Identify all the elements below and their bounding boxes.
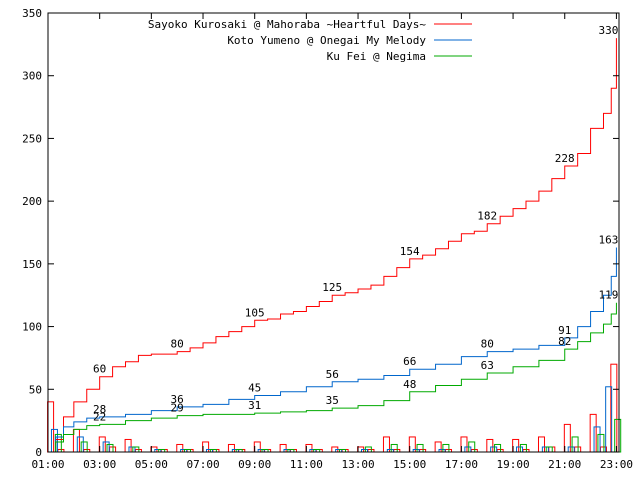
x-tick-label: 09:00: [238, 458, 271, 471]
data-label: 36: [171, 393, 184, 406]
lines-layer: [48, 38, 617, 453]
data-label: 182: [477, 210, 497, 223]
plot-frame: [47, 12, 620, 453]
bar: [541, 446, 549, 453]
bar: [486, 438, 494, 453]
y-tick-label: 50: [29, 383, 42, 396]
bar: [176, 443, 184, 453]
data-label: 45: [248, 382, 261, 395]
data-label: 48: [403, 378, 416, 391]
data-label: 31: [248, 399, 261, 412]
data-label: 105: [245, 306, 265, 319]
x-tick-label: 17:00: [445, 458, 478, 471]
data-label: 60: [93, 363, 106, 376]
data-label: 163: [598, 234, 618, 247]
bar: [464, 446, 472, 453]
data-label: 119: [598, 289, 618, 302]
bar: [567, 446, 575, 453]
y-tick-label: 150: [22, 258, 42, 271]
data-label: 80: [481, 338, 494, 351]
y-tick-label: 300: [22, 70, 42, 83]
bar: [589, 413, 597, 453]
y-tick-label: 100: [22, 321, 42, 334]
legend: Sayoko Kurosaki @ Mahoraba ~Heartful Day…: [148, 18, 472, 63]
x-tick-label: 07:00: [186, 458, 219, 471]
bar: [279, 443, 287, 453]
x-tick-label: 01:00: [31, 458, 64, 471]
data-label: 35: [326, 394, 339, 407]
y-tick-label: 0: [35, 446, 42, 459]
x-tick-label: 15:00: [393, 458, 426, 471]
bar: [490, 446, 498, 453]
data-label: 56: [326, 368, 339, 381]
data-label: 63: [481, 359, 494, 372]
data-label: 82: [558, 335, 571, 348]
bar: [76, 436, 84, 453]
data-label: 29: [171, 402, 184, 415]
axes-layer: 0 50 100 150 200 250 300 350 01:00 03:00 05:00 07:0…: [22, 7, 633, 471]
data-label: 80: [171, 338, 184, 351]
legend-label: Koto Yumeno @ Onegai My Melody: [227, 34, 426, 47]
bar: [50, 428, 58, 453]
data-label: 22: [93, 410, 106, 423]
y-tick-label: 250: [22, 132, 42, 145]
bar: [128, 446, 136, 453]
series-line: [48, 38, 617, 453]
y-tick-label: 200: [22, 195, 42, 208]
x-tick-label: 11:00: [290, 458, 323, 471]
series-line: [48, 247, 617, 453]
data-label: 228: [555, 152, 575, 165]
data-label: 66: [403, 355, 416, 368]
bar: [593, 426, 601, 453]
data-label: 91: [558, 324, 571, 337]
data-label: 28: [93, 403, 106, 416]
x-tick-label: 19:00: [497, 458, 530, 471]
series-line: [48, 302, 617, 453]
bar: [516, 446, 524, 453]
data-label: 125: [322, 281, 342, 294]
x-tick-label: 03:00: [83, 458, 116, 471]
x-tick-label: 05:00: [135, 458, 168, 471]
y-tick-label: 350: [22, 7, 42, 20]
x-tick-label: 21:00: [548, 458, 581, 471]
x-tick-label: 23:00: [600, 458, 633, 471]
bar: [434, 441, 442, 453]
data-labels-layer: 60 80 105 125 154 182 228 330 28 36 45 56 66 80 91 163 2…: [93, 24, 618, 423]
legend-label: Sayoko Kurosaki @ Mahoraba ~Heartful Day…: [148, 18, 427, 31]
data-label: 154: [400, 245, 420, 258]
bar: [614, 418, 622, 453]
bar: [124, 438, 132, 453]
bar: [102, 441, 110, 453]
bar: [227, 443, 235, 453]
bar: [537, 436, 545, 453]
data-label: 330: [598, 24, 618, 37]
legend-label: Ku Fei @ Negima: [327, 50, 426, 63]
x-tick-label: 13:00: [341, 458, 374, 471]
